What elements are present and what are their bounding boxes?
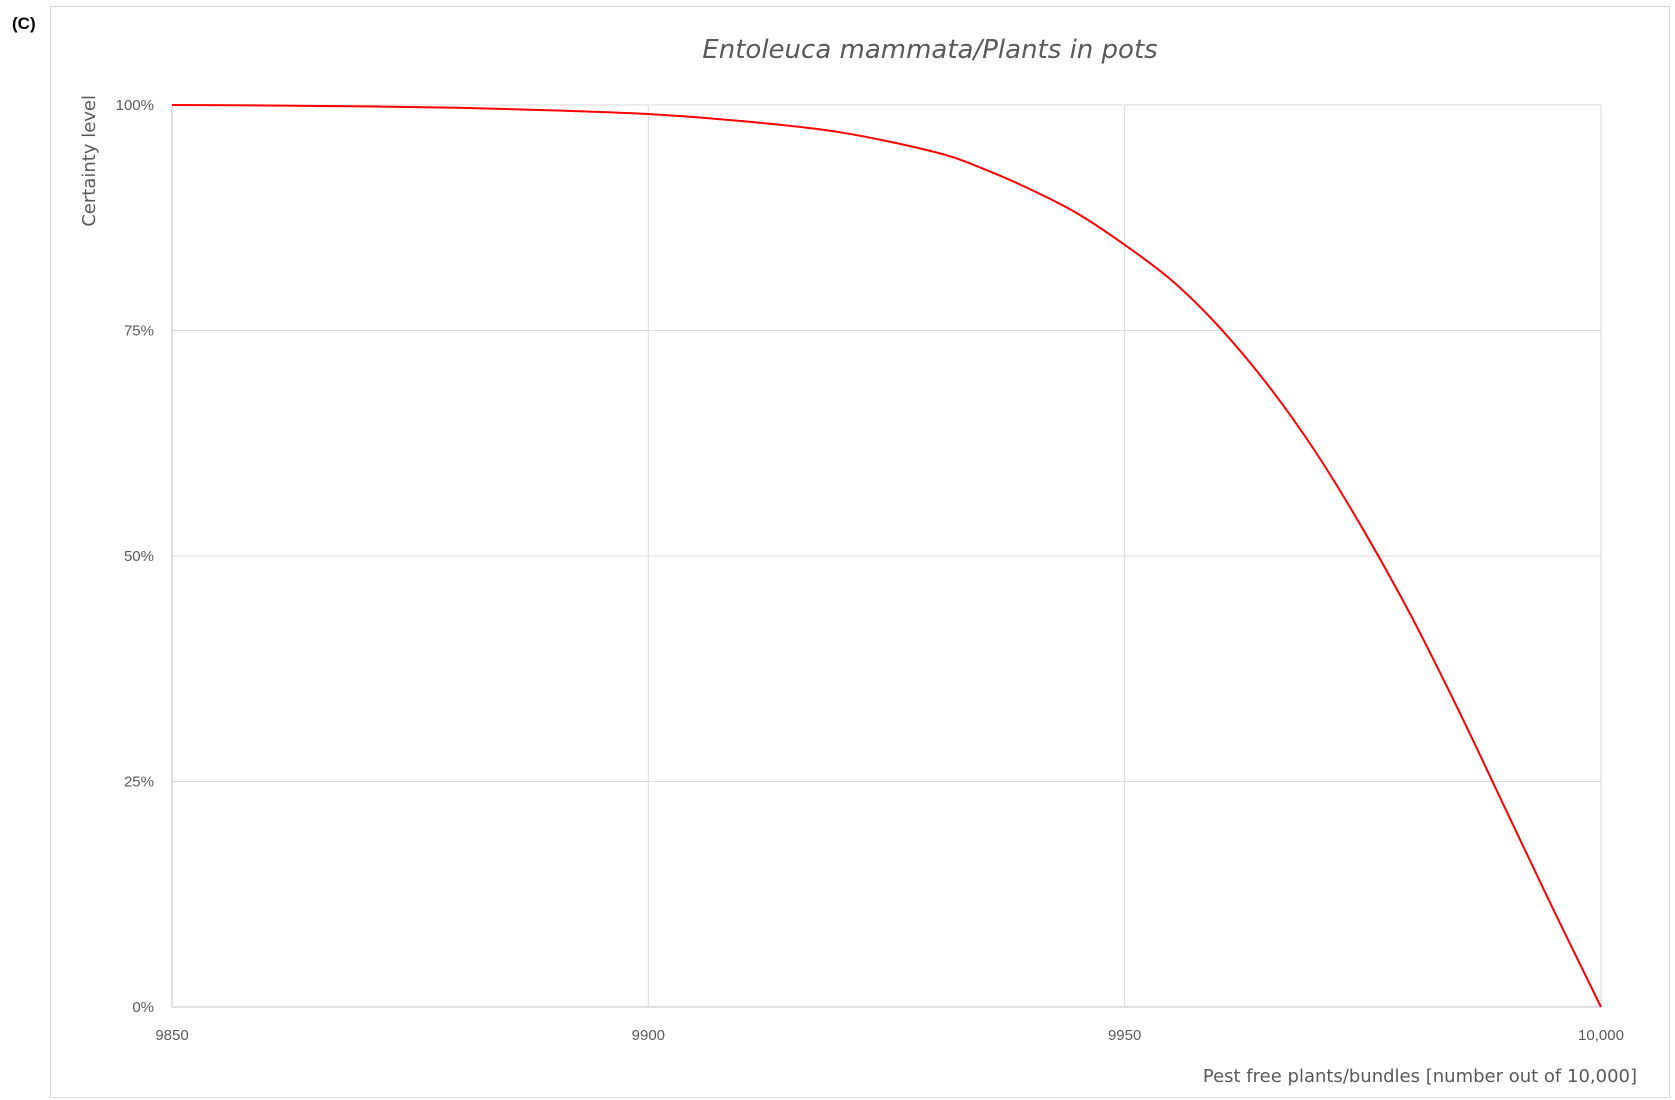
series-layer — [171, 104, 1602, 1008]
x-tick-label: 9950 — [1108, 1027, 1141, 1044]
chart-title: Entoleuca mammata/Plants in pots — [702, 35, 1157, 65]
tick-labels: 0% 25% 50% 75% 100% 9850 9900 9950 10,000 — [116, 97, 1624, 1044]
x-tick-label: 10,000 — [1578, 1027, 1624, 1044]
y-tick-label: 50% — [124, 548, 154, 565]
x-tick-label: 9850 — [155, 1027, 188, 1044]
axes — [171, 105, 1601, 1008]
y-tick-label: 0% — [132, 999, 154, 1016]
chart-frame — [50, 6, 1670, 1098]
panel-label: (C) — [12, 14, 36, 33]
gridlines — [172, 104, 1602, 1007]
series-line — [171, 104, 1602, 1008]
y-axis-title: Certainty level — [79, 95, 100, 227]
x-axis-title: Pest free plants/bundles [number out of … — [1203, 1066, 1637, 1087]
x-tick-label: 9900 — [632, 1027, 665, 1044]
y-tick-label: 25% — [124, 774, 154, 791]
y-tick-label: 75% — [124, 323, 154, 340]
y-tick-label: 100% — [116, 97, 154, 114]
